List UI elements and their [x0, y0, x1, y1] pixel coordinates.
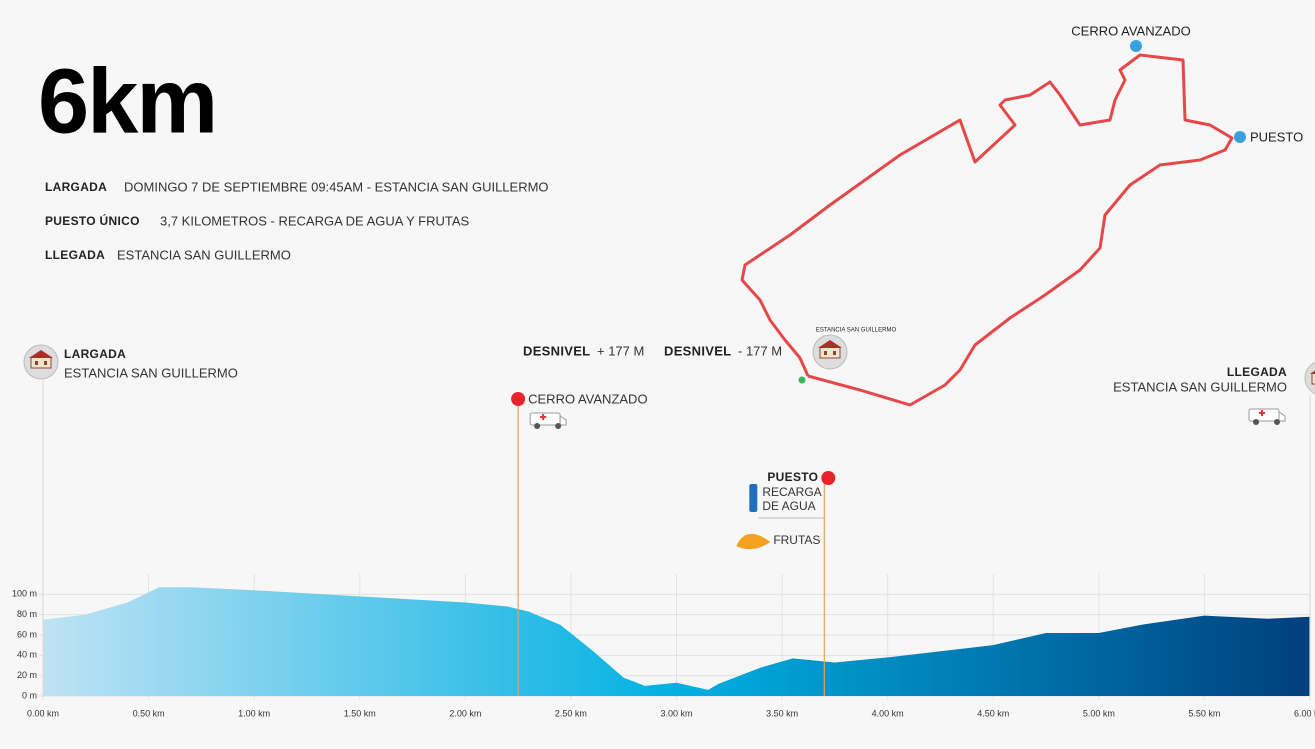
x-tick-label: 3.00 km [660, 708, 692, 718]
distance-title: 6km [38, 50, 216, 152]
map-label: CERRO AVANZADO [1071, 23, 1190, 38]
x-tick-label: 5.50 km [1188, 708, 1220, 718]
start-dot [798, 376, 806, 384]
y-tick-label: 20 m [17, 670, 37, 680]
marker-title: LARGADA [64, 347, 126, 361]
desnivel-label: DESNIVEL [664, 343, 731, 358]
x-tick-label: 2.50 km [555, 708, 587, 718]
route-line [740, 53, 1234, 407]
marker-title: PUESTO [767, 470, 818, 484]
summit-dot [1130, 40, 1142, 52]
y-tick-label: 40 m [17, 650, 37, 660]
x-tick-label: 1.00 km [238, 708, 270, 718]
x-tick-label: 0.50 km [133, 708, 165, 718]
x-tick-label: 4.00 km [872, 708, 904, 718]
marker-line-text: FRUTAS [773, 533, 820, 547]
marker-dot [511, 392, 526, 406]
y-tick-label: 80 m [17, 609, 37, 619]
ambulance-icon [1248, 408, 1286, 426]
detail-label: LLEGADA [45, 248, 105, 262]
house-icon [812, 334, 848, 370]
desnivel-value: - 177 M [738, 343, 782, 358]
elevation-profile: 0 m 20 m 40 m 60 m 80 m 100 m 0.00 km 0.50 km 1.… [12, 344, 1315, 718]
y-tick-label: 100 m [12, 589, 37, 599]
detail-text: 3,7 KILOMETROS - RECARGA DE AGUA Y FRUTA… [160, 213, 470, 228]
aid-dot [1234, 131, 1246, 143]
x-tick-label: 1.50 km [344, 708, 376, 718]
x-tick-label: 0.00 km [27, 708, 59, 718]
y-tick-label: 60 m [17, 629, 37, 639]
marker-title: CERRO AVANZADO [528, 391, 647, 406]
water-icon [749, 484, 758, 512]
marker-subtitle: ESTANCIA SAN GUILLERMO [64, 365, 238, 380]
marker-line-text: DE AGUA [762, 499, 815, 513]
map-label: ESTANCIA SAN GUILLERMO [816, 328, 897, 334]
detail-text: DOMINGO 7 DE SEPTIEMBRE 09:45AM - ESTANC… [124, 179, 549, 194]
map-label: PUESTO [1250, 129, 1303, 144]
x-tick-label: 4.50 km [977, 708, 1009, 718]
elevation-area [43, 587, 1310, 696]
marker-title: LLEGADA [1227, 365, 1287, 379]
y-tick-label: 0 m [22, 690, 37, 700]
x-tick-label: 5.00 km [1083, 708, 1115, 718]
desnivel-value: + 177 M [597, 343, 644, 358]
detail-label: LARGADA [45, 180, 107, 194]
ambulance-icon [529, 412, 567, 430]
house-icon [23, 344, 59, 380]
house-icon [1304, 360, 1315, 396]
desnivel-label: DESNIVEL [523, 343, 590, 358]
fruit-icon [736, 533, 771, 550]
marker-line-text: RECARGA [762, 485, 821, 499]
elevation-change: DESNIVEL + 177 M DESNIVEL - 177 M [523, 343, 782, 358]
x-tick-label: 3.50 km [766, 708, 798, 718]
detail-label: PUESTO ÚNICO [45, 213, 140, 228]
detail-text: ESTANCIA SAN GUILLERMO [117, 247, 291, 262]
details: LARGADA DOMINGO 7 DE SEPTIEMBRE 09:45AM … [45, 179, 549, 262]
marker-dot [821, 471, 836, 485]
x-tick-label: 2.00 km [449, 708, 481, 718]
route-map: CERRO AVANZADO PUESTO ESTANCIA SAN GUILL… [740, 23, 1303, 407]
x-tick-label: 6.00 km [1294, 708, 1315, 718]
marker-subtitle: ESTANCIA SAN GUILLERMO [1113, 379, 1287, 394]
